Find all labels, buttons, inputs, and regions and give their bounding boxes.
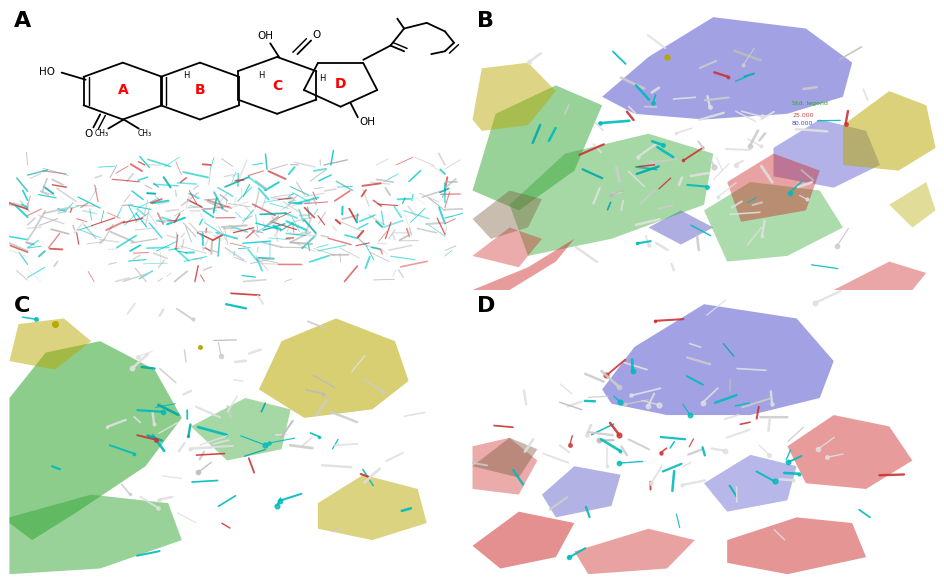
Text: B: B [194,82,205,97]
Polygon shape [648,211,713,245]
Text: OH: OH [258,31,274,42]
Text: O: O [312,30,321,40]
Text: A: A [14,12,31,31]
Polygon shape [472,63,555,131]
Polygon shape [786,415,911,489]
Polygon shape [472,438,537,495]
Text: CH₃: CH₃ [138,129,152,138]
Polygon shape [472,239,574,290]
Polygon shape [9,341,181,540]
Polygon shape [703,182,842,262]
Text: O: O [85,129,93,139]
Text: CH₃: CH₃ [94,129,109,138]
Text: D: D [334,77,346,91]
Polygon shape [9,318,91,369]
Polygon shape [574,529,694,574]
Text: C: C [272,79,282,93]
Text: H: H [183,71,190,80]
Polygon shape [727,154,818,222]
Polygon shape [542,466,620,517]
Polygon shape [888,182,935,227]
Text: Std. legend: Std. legend [791,102,827,106]
Text: C: C [14,296,30,316]
Polygon shape [259,318,408,418]
Polygon shape [703,455,796,512]
Polygon shape [472,438,537,477]
Polygon shape [9,495,181,574]
Text: 25.000: 25.000 [791,113,813,118]
Text: H: H [258,71,264,80]
Text: B: B [477,12,494,31]
Text: HO: HO [39,67,55,77]
Polygon shape [601,304,833,415]
Polygon shape [317,474,427,540]
Polygon shape [472,512,574,568]
Text: OH: OH [360,117,376,128]
Polygon shape [833,262,925,290]
Polygon shape [601,17,851,119]
Polygon shape [472,190,542,239]
Text: 80.000: 80.000 [791,121,813,126]
Text: A: A [118,82,129,97]
Polygon shape [472,85,601,211]
Polygon shape [727,517,865,574]
Polygon shape [191,398,291,461]
Polygon shape [509,133,713,256]
Text: D: D [477,296,495,316]
Polygon shape [842,91,935,171]
Text: H: H [319,74,326,83]
Polygon shape [772,119,879,188]
Polygon shape [472,227,542,267]
